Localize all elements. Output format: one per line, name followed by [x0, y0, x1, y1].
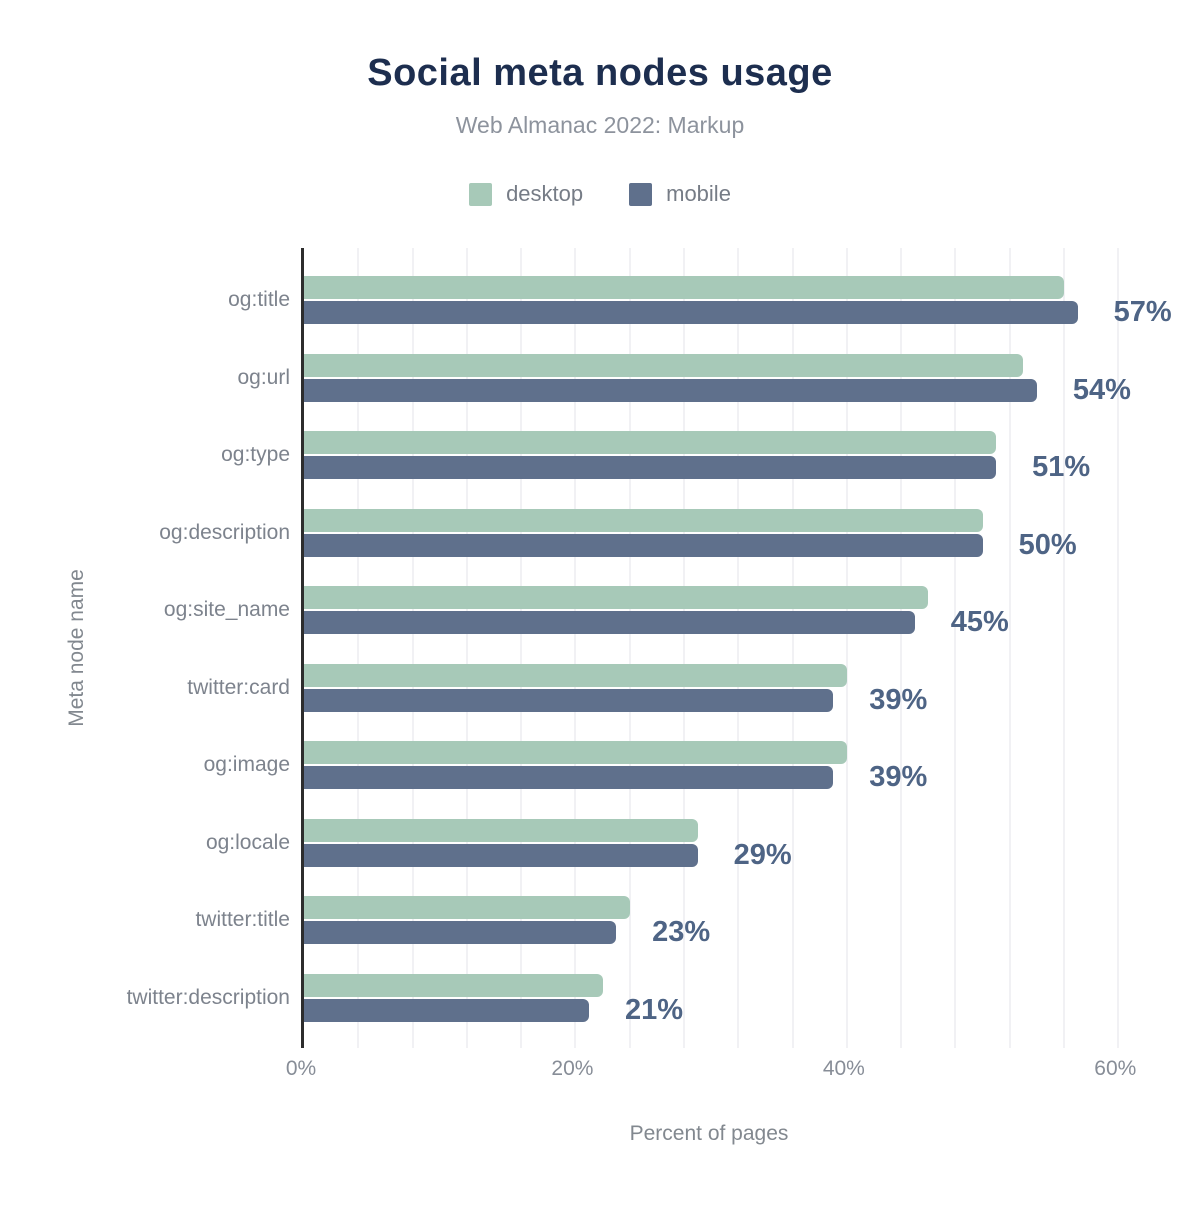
mobile-bar — [304, 533, 983, 557]
value-label: 39% — [869, 683, 928, 716]
value-label: 45% — [950, 606, 1009, 638]
x-tick-label: 20% — [551, 1057, 594, 1080]
category-label: twitter:card — [187, 675, 290, 699]
gridline — [682, 248, 685, 1048]
chart-title: Social meta nodes usage — [367, 52, 833, 94]
mobile-bar — [304, 998, 589, 1022]
desktop-bar — [304, 973, 603, 997]
gridline — [357, 248, 360, 1048]
gridline — [791, 248, 794, 1048]
category-row: og:type 51% — [221, 431, 1159, 483]
value-label: 51% — [1032, 451, 1091, 483]
category-row: og:url 54% — [237, 353, 1159, 406]
x-axis-title: Percent of pages — [629, 1122, 789, 1145]
gridline — [900, 248, 903, 1048]
plot-area: og:title 57% og:url 54% og:type 51% og:descrip… — [127, 248, 1172, 1048]
mobile-bar — [304, 843, 698, 867]
category-row: og:locale 29% — [206, 818, 1159, 871]
category-row: og:title 57% — [228, 276, 1172, 328]
mobile-bar — [304, 378, 1037, 402]
gridline — [1008, 248, 1011, 1048]
gridline — [845, 248, 848, 1048]
gridline — [465, 248, 468, 1048]
desktop-bar — [304, 353, 1024, 377]
desktop-bar — [304, 586, 929, 609]
category-row: twitter:card 39% — [187, 663, 1159, 716]
desktop-bar — [304, 508, 983, 532]
chart-subtitle: Web Almanac 2022: Markup — [455, 112, 745, 138]
mobile-bar — [304, 611, 915, 634]
category-label: twitter:title — [195, 908, 290, 931]
desktop-bar — [304, 896, 630, 919]
mobile-bar — [304, 456, 997, 479]
category-row: og:description 50% — [159, 508, 1159, 561]
desktop-bar — [304, 741, 847, 764]
gridline — [737, 248, 740, 1048]
gridline — [628, 248, 631, 1048]
mobile-bar — [304, 301, 1078, 324]
value-label: 39% — [869, 761, 928, 793]
category-row: twitter:description 21% — [127, 973, 1159, 1026]
category-row: og:image 39% — [204, 741, 1159, 793]
category-label: og:type — [221, 443, 290, 466]
legend-label: desktop — [506, 181, 584, 206]
gridline — [411, 248, 414, 1048]
y-axis-title: Meta node name — [65, 569, 88, 727]
x-tick-label: 40% — [822, 1057, 865, 1080]
mobile-bar — [304, 688, 834, 712]
value-label: 21% — [624, 993, 684, 1026]
value-label: 57% — [1113, 296, 1172, 328]
gridline — [1117, 248, 1120, 1048]
mobile-bar — [304, 766, 834, 789]
legend-label: mobile — [666, 181, 731, 206]
desktop-swatch-icon — [469, 182, 493, 206]
value-label: 54% — [1072, 373, 1131, 406]
desktop-bar — [304, 431, 997, 454]
desktop-bar — [304, 663, 847, 687]
x-tick-label: 60% — [1094, 1057, 1137, 1080]
mobile-bar — [304, 921, 617, 944]
legend-item-desktop: desktop — [469, 181, 583, 207]
value-label: 23% — [652, 916, 711, 948]
x-tick-label: 0% — [285, 1057, 317, 1080]
category-label: og:image — [203, 753, 290, 776]
value-label: 50% — [1018, 528, 1077, 561]
category-label: twitter:description — [126, 985, 290, 1009]
category-row: og:site_name 45% — [164, 586, 1159, 638]
category-row: twitter:title 23% — [195, 896, 1159, 948]
mobile-swatch-icon — [629, 182, 653, 206]
gridline — [1062, 248, 1065, 1048]
category-label: og:locale — [205, 830, 290, 854]
gridline — [954, 248, 957, 1048]
category-label: og:title — [228, 288, 290, 311]
gridline — [574, 248, 577, 1048]
category-label: og:url — [237, 365, 290, 389]
category-label: og:site_name — [163, 598, 290, 621]
value-label: 29% — [733, 838, 792, 871]
desktop-bar — [304, 818, 698, 842]
desktop-bar — [304, 276, 1064, 299]
gridline — [520, 248, 523, 1048]
legend: desktop mobile — [0, 181, 1200, 207]
legend-item-mobile: mobile — [629, 181, 731, 207]
category-label: og:description — [159, 520, 290, 544]
